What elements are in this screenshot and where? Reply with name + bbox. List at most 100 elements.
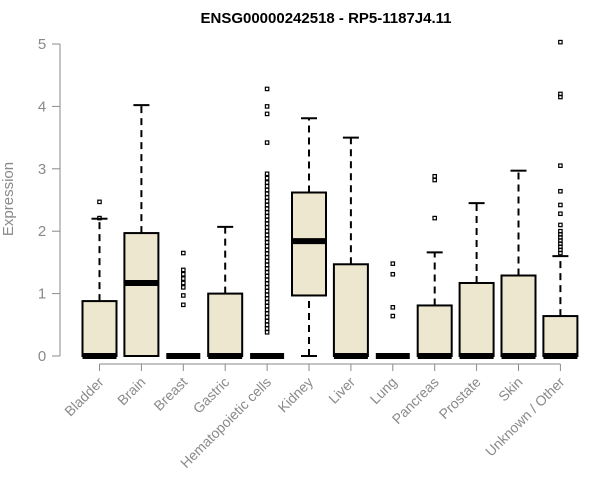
outlier-point [264, 202, 270, 208]
box-prostate [458, 202, 495, 359]
box-liver [332, 136, 369, 359]
y-tick-label: 0 [38, 348, 46, 365]
outlier-point [264, 213, 270, 219]
box-iqr [416, 304, 453, 357]
x-tick-label: Liver [325, 374, 358, 407]
box-iqr [81, 300, 118, 358]
outlier-point [264, 311, 270, 316]
x-tick-label: Prostate [436, 374, 484, 422]
outlier-point [264, 206, 270, 212]
outlier-point [264, 322, 270, 328]
outlier-point [181, 293, 186, 298]
outlier-point [558, 202, 563, 208]
outlier-point [264, 251, 270, 256]
box-iqr [123, 232, 160, 358]
outlier-point [264, 195, 270, 200]
outlier-point [264, 307, 270, 313]
outlier-point [264, 187, 270, 193]
box-kidney [291, 117, 327, 357]
outlier-point [181, 280, 186, 286]
outlier-point [558, 250, 563, 256]
outlier-point [390, 271, 396, 277]
outlier-point [558, 222, 563, 228]
box-breast [166, 250, 201, 359]
outlier-point [181, 271, 186, 277]
outlier-point [264, 183, 270, 189]
y-tick-label: 5 [38, 36, 46, 53]
box-gastric [207, 225, 244, 359]
outlier-point [264, 326, 270, 331]
box-iqr [542, 315, 579, 357]
outlier-point [97, 215, 102, 221]
outlier-point [264, 329, 270, 335]
x-tick-label: Kidney [275, 374, 317, 416]
outlier-point [264, 86, 270, 92]
outlier-point [264, 243, 270, 249]
outlier-point [264, 273, 270, 279]
y-tick-label: 3 [38, 161, 46, 178]
outlier-point [264, 255, 270, 260]
outlier-point [264, 266, 270, 271]
outlier-point [264, 140, 270, 145]
box-unknown-other [542, 39, 579, 359]
outlier-point [264, 171, 270, 177]
outlier-point [264, 285, 270, 290]
box-iqr [500, 274, 537, 357]
outlier-point [264, 104, 270, 109]
outlier-point [264, 180, 270, 185]
outlier-point [264, 296, 270, 301]
outlier-point [432, 215, 438, 221]
outlier-point [264, 303, 270, 309]
outlier-point [181, 267, 186, 273]
box-iqr [207, 292, 244, 358]
outlier-point [264, 232, 270, 238]
outlier-point [181, 302, 186, 308]
outlier-point [390, 305, 396, 310]
chart-title: ENSG00000242518 - RP5-1187J4.11 [200, 10, 451, 27]
outlier-point [264, 221, 270, 227]
outlier-point [558, 39, 563, 45]
y-tick-label: 4 [38, 98, 46, 115]
outlier-point [264, 270, 270, 275]
box-bladder [81, 199, 118, 359]
outlier-point [264, 281, 270, 286]
outlier-point [181, 285, 186, 290]
y-tick-label: 1 [38, 286, 46, 303]
outlier-point [264, 292, 270, 298]
outlier-point [264, 175, 270, 181]
outlier-point [264, 258, 270, 264]
outlier-point [558, 188, 563, 194]
outlier-point [390, 261, 396, 266]
outlier-point [432, 177, 438, 183]
y-axis-label: Expression [0, 162, 17, 236]
outlier-point [264, 210, 270, 215]
outlier-point [558, 211, 563, 217]
x-tick-label: Unknown / Other [482, 374, 568, 460]
box-iqr [332, 263, 369, 357]
outlier-point [264, 111, 270, 117]
y-axis: 0 1 2 3 4 5 [38, 36, 61, 365]
outlier-point [264, 262, 270, 268]
outlier-point [264, 225, 270, 230]
x-tick-label: Skin [495, 374, 526, 405]
outlier-point [264, 198, 270, 204]
outlier-point [181, 250, 186, 256]
box-iqr [458, 281, 495, 358]
x-tick-label: Pancreas [389, 374, 442, 427]
x-tick-label: Bladder [61, 374, 107, 420]
outlier-point [181, 276, 186, 281]
outlier-point [264, 247, 270, 253]
outlier-point [264, 315, 270, 320]
outlier-point [558, 94, 563, 100]
outlier-point [432, 173, 438, 179]
box-pancreas [416, 173, 453, 359]
outlier-point [264, 288, 270, 294]
outlier-point [264, 300, 270, 305]
outlier-point [390, 313, 396, 319]
box-lung [375, 261, 410, 359]
outlier-point [264, 228, 270, 234]
outlier-point [264, 217, 270, 223]
box-hematopoietic-cells [250, 86, 285, 359]
